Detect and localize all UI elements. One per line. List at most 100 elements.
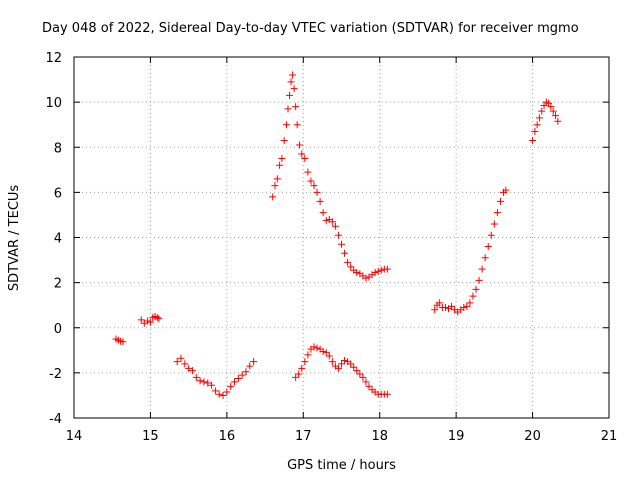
data-point	[295, 370, 303, 378]
data-point	[341, 356, 349, 364]
data-point	[374, 267, 382, 275]
data-point	[334, 364, 342, 372]
data-point	[310, 343, 318, 351]
data-point	[328, 218, 336, 226]
data-point	[137, 316, 145, 324]
data-point	[322, 217, 330, 225]
y-tick-labels: -4 -2 0 2 4 6 8 10 12	[45, 51, 62, 427]
x-tick-label: 15	[142, 429, 159, 444]
x-tick-label: 21	[601, 429, 618, 444]
data-point	[469, 292, 477, 300]
data-point	[301, 358, 309, 366]
data-point	[341, 249, 349, 257]
data-point	[347, 360, 355, 368]
data-point	[287, 78, 295, 86]
data-point	[313, 188, 321, 196]
data-point	[383, 265, 391, 273]
data-point	[215, 390, 223, 398]
data-point	[460, 303, 468, 311]
x-tick-labels: 14 15 16 17 18 19 20 21	[66, 429, 618, 444]
y-tick-label: -2	[49, 367, 62, 382]
data-point	[286, 91, 294, 99]
data-point	[538, 107, 546, 115]
data-point	[208, 381, 216, 389]
data-point	[313, 344, 321, 352]
data-point	[293, 121, 301, 129]
data-point	[533, 121, 541, 129]
data-point	[234, 375, 242, 383]
data-point	[304, 351, 312, 359]
data-point	[487, 231, 495, 239]
data-point	[502, 186, 510, 194]
data-point	[552, 112, 559, 120]
data-point	[353, 268, 361, 276]
data-point	[319, 209, 327, 217]
data-point	[271, 182, 279, 190]
data-point	[356, 370, 364, 378]
data-point	[478, 265, 486, 273]
y-tick-label: 10	[45, 96, 62, 111]
data-point	[535, 114, 543, 122]
data-point	[196, 377, 204, 385]
data-point	[119, 338, 127, 346]
x-tick-label: 14	[66, 429, 83, 444]
data-point	[371, 268, 379, 276]
data-point	[463, 302, 471, 310]
data-point	[549, 107, 557, 115]
data-point	[325, 352, 333, 360]
data-point	[155, 315, 163, 323]
x-tick-label: 17	[295, 429, 312, 444]
data-point	[529, 136, 537, 144]
data-point	[276, 161, 284, 169]
data-point	[350, 363, 358, 371]
data-point	[246, 362, 254, 370]
y-tick-label: 2	[54, 277, 62, 292]
data-point	[292, 373, 300, 381]
y-tick-label: 8	[54, 141, 62, 156]
data-point	[173, 358, 181, 366]
data-point	[319, 347, 327, 355]
data-point	[331, 222, 339, 230]
data-point	[295, 141, 303, 149]
data-point	[282, 121, 290, 129]
data-point	[310, 182, 318, 190]
y-tick-label: 4	[54, 232, 62, 247]
data-point	[365, 382, 373, 390]
data-point	[441, 303, 449, 311]
data-point	[231, 378, 238, 386]
series-seg1	[112, 335, 127, 346]
series-seg4	[269, 71, 391, 282]
data-point	[338, 360, 345, 368]
data-point	[362, 378, 370, 386]
data-point	[298, 150, 306, 158]
data-point	[204, 379, 212, 387]
grid-lines	[74, 57, 609, 418]
data-point	[227, 382, 235, 390]
data-point	[493, 209, 501, 217]
data-point	[238, 371, 246, 379]
data-point	[472, 285, 480, 293]
data-point	[307, 177, 315, 185]
data-point	[547, 103, 555, 111]
data-point	[192, 373, 200, 381]
data-point	[146, 318, 154, 326]
data-point	[181, 360, 189, 368]
data-point	[322, 349, 330, 357]
data-point	[431, 306, 439, 314]
data-point	[490, 220, 498, 228]
data-point	[334, 231, 342, 239]
data-point	[362, 274, 370, 282]
data-point	[278, 155, 286, 163]
x-tick-label: 16	[219, 429, 236, 444]
y-tick-label: 12	[45, 51, 62, 66]
data-point	[153, 314, 161, 322]
data-point	[484, 243, 492, 251]
chart-title: Day 048 of 2022, Sidereal Day-to-day VTE…	[42, 21, 579, 36]
data-point	[359, 373, 367, 381]
data-point	[448, 302, 456, 310]
data-series	[112, 71, 562, 399]
x-axis-label: GPS time / hours	[287, 458, 396, 473]
data-point	[211, 387, 219, 395]
series-seg6	[431, 186, 510, 316]
x-tick-label: 19	[448, 429, 465, 444]
